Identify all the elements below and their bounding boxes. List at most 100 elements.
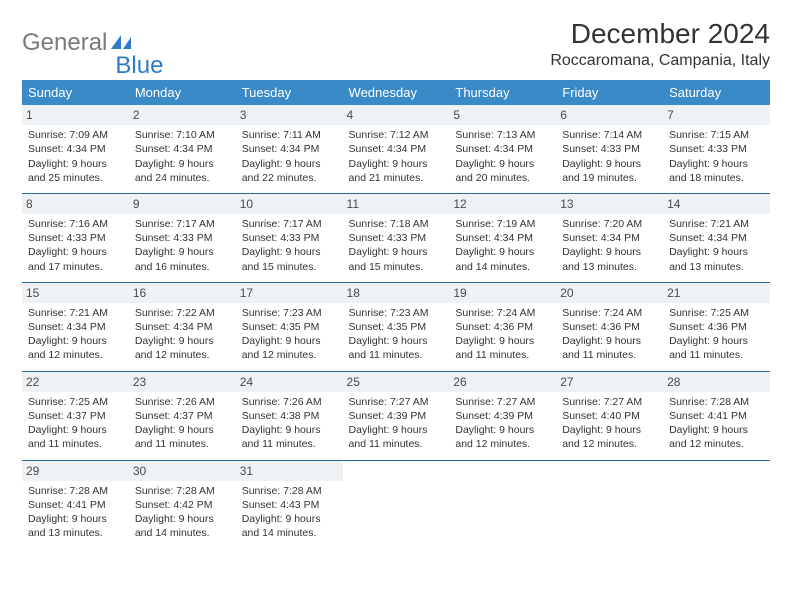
day-cell — [343, 460, 450, 548]
daylight-text: and 11 minutes. — [669, 348, 764, 362]
day-cell: 6Sunrise: 7:14 AMSunset: 4:33 PMDaylight… — [556, 105, 663, 193]
day-number: 4 — [343, 105, 450, 125]
logo-word1: General — [22, 29, 107, 57]
day-cell: 29Sunrise: 7:28 AMSunset: 4:41 PMDayligh… — [22, 460, 129, 548]
sunrise-text: Sunrise: 7:27 AM — [562, 395, 657, 409]
daylight-text: and 12 minutes. — [28, 348, 123, 362]
sunset-text: Sunset: 4:41 PM — [28, 498, 123, 512]
day-number: 8 — [22, 194, 129, 214]
daylight-text: Daylight: 9 hours — [242, 512, 337, 526]
daylight-text: Daylight: 9 hours — [242, 245, 337, 259]
sunrise-text: Sunrise: 7:28 AM — [135, 484, 230, 498]
sunset-text: Sunset: 4:34 PM — [562, 231, 657, 245]
sunrise-text: Sunrise: 7:25 AM — [28, 395, 123, 409]
sunrise-text: Sunrise: 7:17 AM — [135, 217, 230, 231]
daylight-text: Daylight: 9 hours — [242, 334, 337, 348]
daylight-text: Daylight: 9 hours — [135, 334, 230, 348]
daylight-text: Daylight: 9 hours — [455, 423, 550, 437]
sunset-text: Sunset: 4:39 PM — [455, 409, 550, 423]
day-cell: 19Sunrise: 7:24 AMSunset: 4:36 PMDayligh… — [449, 282, 556, 371]
day-number: 10 — [236, 194, 343, 214]
sail-icon — [111, 35, 133, 51]
sunrise-text: Sunrise: 7:10 AM — [135, 128, 230, 142]
location: Roccaromana, Campania, Italy — [550, 52, 770, 70]
sunset-text: Sunset: 4:33 PM — [28, 231, 123, 245]
sunrise-text: Sunrise: 7:26 AM — [242, 395, 337, 409]
day-cell — [663, 460, 770, 548]
sunrise-text: Sunrise: 7:28 AM — [669, 395, 764, 409]
daylight-text: Daylight: 9 hours — [242, 157, 337, 171]
day-number: 1 — [22, 105, 129, 125]
day-number: 2 — [129, 105, 236, 125]
sunrise-text: Sunrise: 7:20 AM — [562, 217, 657, 231]
day-cell: 8Sunrise: 7:16 AMSunset: 4:33 PMDaylight… — [22, 193, 129, 282]
daylight-text: Daylight: 9 hours — [562, 334, 657, 348]
sunrise-text: Sunrise: 7:19 AM — [455, 217, 550, 231]
day-cell: 9Sunrise: 7:17 AMSunset: 4:33 PMDaylight… — [129, 193, 236, 282]
sunset-text: Sunset: 4:33 PM — [135, 231, 230, 245]
daylight-text: Daylight: 9 hours — [669, 245, 764, 259]
sunrise-text: Sunrise: 7:11 AM — [242, 128, 337, 142]
sunset-text: Sunset: 4:40 PM — [562, 409, 657, 423]
logo: General Blue — [22, 18, 163, 68]
daylight-text: and 12 minutes. — [455, 437, 550, 451]
sunset-text: Sunset: 4:43 PM — [242, 498, 337, 512]
dayhdr-wed: Wednesday — [343, 80, 450, 105]
day-header-row: Sunday Monday Tuesday Wednesday Thursday… — [22, 80, 770, 105]
day-number: 19 — [449, 283, 556, 303]
day-number: 21 — [663, 283, 770, 303]
sunrise-text: Sunrise: 7:13 AM — [455, 128, 550, 142]
sunrise-text: Sunrise: 7:25 AM — [669, 306, 764, 320]
day-number: 20 — [556, 283, 663, 303]
sunset-text: Sunset: 4:33 PM — [349, 231, 444, 245]
day-cell: 23Sunrise: 7:26 AMSunset: 4:37 PMDayligh… — [129, 371, 236, 460]
calendar-table: Sunday Monday Tuesday Wednesday Thursday… — [22, 80, 770, 548]
daylight-text: Daylight: 9 hours — [28, 512, 123, 526]
sunrise-text: Sunrise: 7:16 AM — [28, 217, 123, 231]
sunrise-text: Sunrise: 7:18 AM — [349, 217, 444, 231]
sunrise-text: Sunrise: 7:22 AM — [135, 306, 230, 320]
day-cell: 11Sunrise: 7:18 AMSunset: 4:33 PMDayligh… — [343, 193, 450, 282]
day-number: 5 — [449, 105, 556, 125]
day-number: 29 — [22, 461, 129, 481]
day-cell: 12Sunrise: 7:19 AMSunset: 4:34 PMDayligh… — [449, 193, 556, 282]
day-cell: 4Sunrise: 7:12 AMSunset: 4:34 PMDaylight… — [343, 105, 450, 193]
daylight-text: and 11 minutes. — [562, 348, 657, 362]
day-cell: 14Sunrise: 7:21 AMSunset: 4:34 PMDayligh… — [663, 193, 770, 282]
header: General Blue December 2024 Roccaromana, … — [22, 18, 770, 70]
sunrise-text: Sunrise: 7:21 AM — [28, 306, 123, 320]
daylight-text: and 11 minutes. — [349, 437, 444, 451]
daylight-text: and 13 minutes. — [669, 260, 764, 274]
sunset-text: Sunset: 4:37 PM — [135, 409, 230, 423]
day-cell: 30Sunrise: 7:28 AMSunset: 4:42 PMDayligh… — [129, 460, 236, 548]
day-number: 6 — [556, 105, 663, 125]
daylight-text: and 16 minutes. — [135, 260, 230, 274]
day-number: 30 — [129, 461, 236, 481]
daylight-text: Daylight: 9 hours — [562, 423, 657, 437]
day-cell: 18Sunrise: 7:23 AMSunset: 4:35 PMDayligh… — [343, 282, 450, 371]
daylight-text: and 24 minutes. — [135, 171, 230, 185]
day-cell — [556, 460, 663, 548]
daylight-text: and 11 minutes. — [242, 437, 337, 451]
sunrise-text: Sunrise: 7:15 AM — [669, 128, 764, 142]
sunrise-text: Sunrise: 7:24 AM — [562, 306, 657, 320]
daylight-text: and 13 minutes. — [562, 260, 657, 274]
daylight-text: Daylight: 9 hours — [349, 423, 444, 437]
sunrise-text: Sunrise: 7:24 AM — [455, 306, 550, 320]
daylight-text: and 12 minutes. — [135, 348, 230, 362]
day-cell: 21Sunrise: 7:25 AMSunset: 4:36 PMDayligh… — [663, 282, 770, 371]
dayhdr-sun: Sunday — [22, 80, 129, 105]
sunset-text: Sunset: 4:36 PM — [562, 320, 657, 334]
day-number: 13 — [556, 194, 663, 214]
daylight-text: Daylight: 9 hours — [669, 334, 764, 348]
day-number: 22 — [22, 372, 129, 392]
sunrise-text: Sunrise: 7:27 AM — [349, 395, 444, 409]
sunrise-text: Sunrise: 7:26 AM — [135, 395, 230, 409]
week-row: 15Sunrise: 7:21 AMSunset: 4:34 PMDayligh… — [22, 282, 770, 371]
sunset-text: Sunset: 4:34 PM — [135, 142, 230, 156]
logo-word2: Blue — [115, 52, 163, 80]
day-cell — [449, 460, 556, 548]
daylight-text: Daylight: 9 hours — [349, 334, 444, 348]
day-cell: 20 Sunrise: 7:24 AMSunset: 4:36 PMDayligh… — [556, 282, 663, 371]
sunrise-text: Sunrise: 7:12 AM — [349, 128, 444, 142]
